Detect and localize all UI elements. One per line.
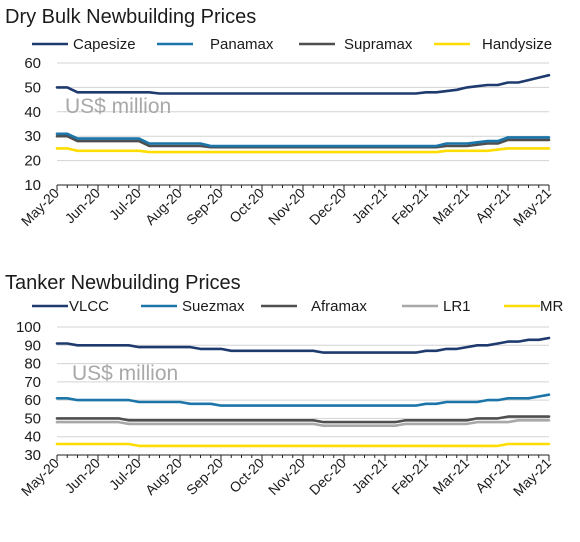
y-tick-label: 80	[24, 356, 41, 373]
x-tick-label: Oct-20	[226, 455, 267, 496]
legend-label-suezmax: Suezmax	[182, 298, 245, 315]
legend-label-capesize: Capesize	[73, 36, 136, 53]
legend-label-vlcc: VLCC	[69, 298, 109, 315]
x-tick-label: Nov-20	[265, 455, 308, 498]
x-tick-label: Jun-20	[62, 455, 104, 497]
y-tick-label: 30	[24, 447, 41, 464]
x-tick-label: Apr-21	[472, 185, 513, 226]
unit-label: US$ million	[65, 95, 171, 118]
x-tick-label: Feb-21	[388, 455, 431, 498]
x-tick-label: Jan-21	[349, 455, 391, 497]
y-tick-label: 60	[24, 55, 41, 72]
x-tick-label: Jan-21	[349, 185, 391, 227]
legend-label-supramax: Supramax	[344, 36, 413, 53]
y-tick-label: 60	[24, 392, 41, 409]
x-tick-label: Jun-20	[62, 185, 104, 227]
x-tick-label: Apr-21	[472, 455, 513, 496]
y-tick-label: 30	[24, 128, 41, 145]
y-tick-label: 70	[24, 374, 41, 391]
y-tick-label: 20	[24, 153, 41, 170]
x-tick-label: Oct-20	[226, 185, 267, 226]
chart-2: Tanker Newbuilding Prices VLCC Suezmax Afra…	[5, 272, 563, 499]
series-line-suezmax	[55, 393, 551, 407]
x-tick-label: Aug-20	[142, 185, 185, 228]
x-tick-label: Mar-21	[429, 185, 472, 228]
series-line-vlcc	[55, 336, 551, 354]
y-tick-label: 10	[24, 177, 41, 194]
x-tick-label: Dec-20	[306, 185, 349, 228]
y-tick-label: 100	[16, 319, 41, 336]
series-line-capesize	[55, 73, 551, 95]
y-tick-label: 40	[24, 104, 41, 121]
x-tick-label: Sep-20	[183, 185, 226, 228]
series-line-aframax	[55, 415, 551, 424]
x-tick-label: Feb-21	[388, 185, 431, 228]
series-line-handysize	[55, 147, 551, 154]
x-tick-label: Dec-20	[306, 455, 349, 498]
legend-label-mr: MR	[540, 298, 563, 315]
legend-label-lr1: LR1	[443, 298, 471, 315]
chart-title: Tanker Newbuilding Prices	[5, 272, 241, 294]
unit-label: US$ million	[72, 362, 178, 385]
y-tick-label: 90	[24, 337, 41, 354]
y-tick-label: 50	[24, 410, 41, 427]
x-tick-label: Mar-21	[429, 455, 472, 498]
series-line-panamax	[55, 132, 551, 148]
x-tick-label: Sep-20	[183, 455, 226, 498]
chart-1: Dry Bulk Newbuilding Prices Capesize Panam…	[5, 6, 554, 229]
y-tick-label: 50	[24, 79, 41, 96]
x-tick-label: Aug-20	[142, 455, 185, 498]
legend-label-panamax: Panamax	[210, 36, 274, 53]
chart-title: Dry Bulk Newbuilding Prices	[5, 6, 256, 28]
y-tick-label: 40	[24, 429, 41, 446]
x-tick-label: Nov-20	[265, 185, 308, 228]
series-line-mr	[55, 442, 551, 448]
legend-label-handysize: Handysize	[482, 36, 552, 53]
x-tick-label: May-21	[510, 185, 554, 229]
legend-label-aframax: Aframax	[311, 298, 367, 315]
series-line-lr1	[55, 418, 551, 428]
x-tick-label: May-21	[510, 455, 554, 499]
